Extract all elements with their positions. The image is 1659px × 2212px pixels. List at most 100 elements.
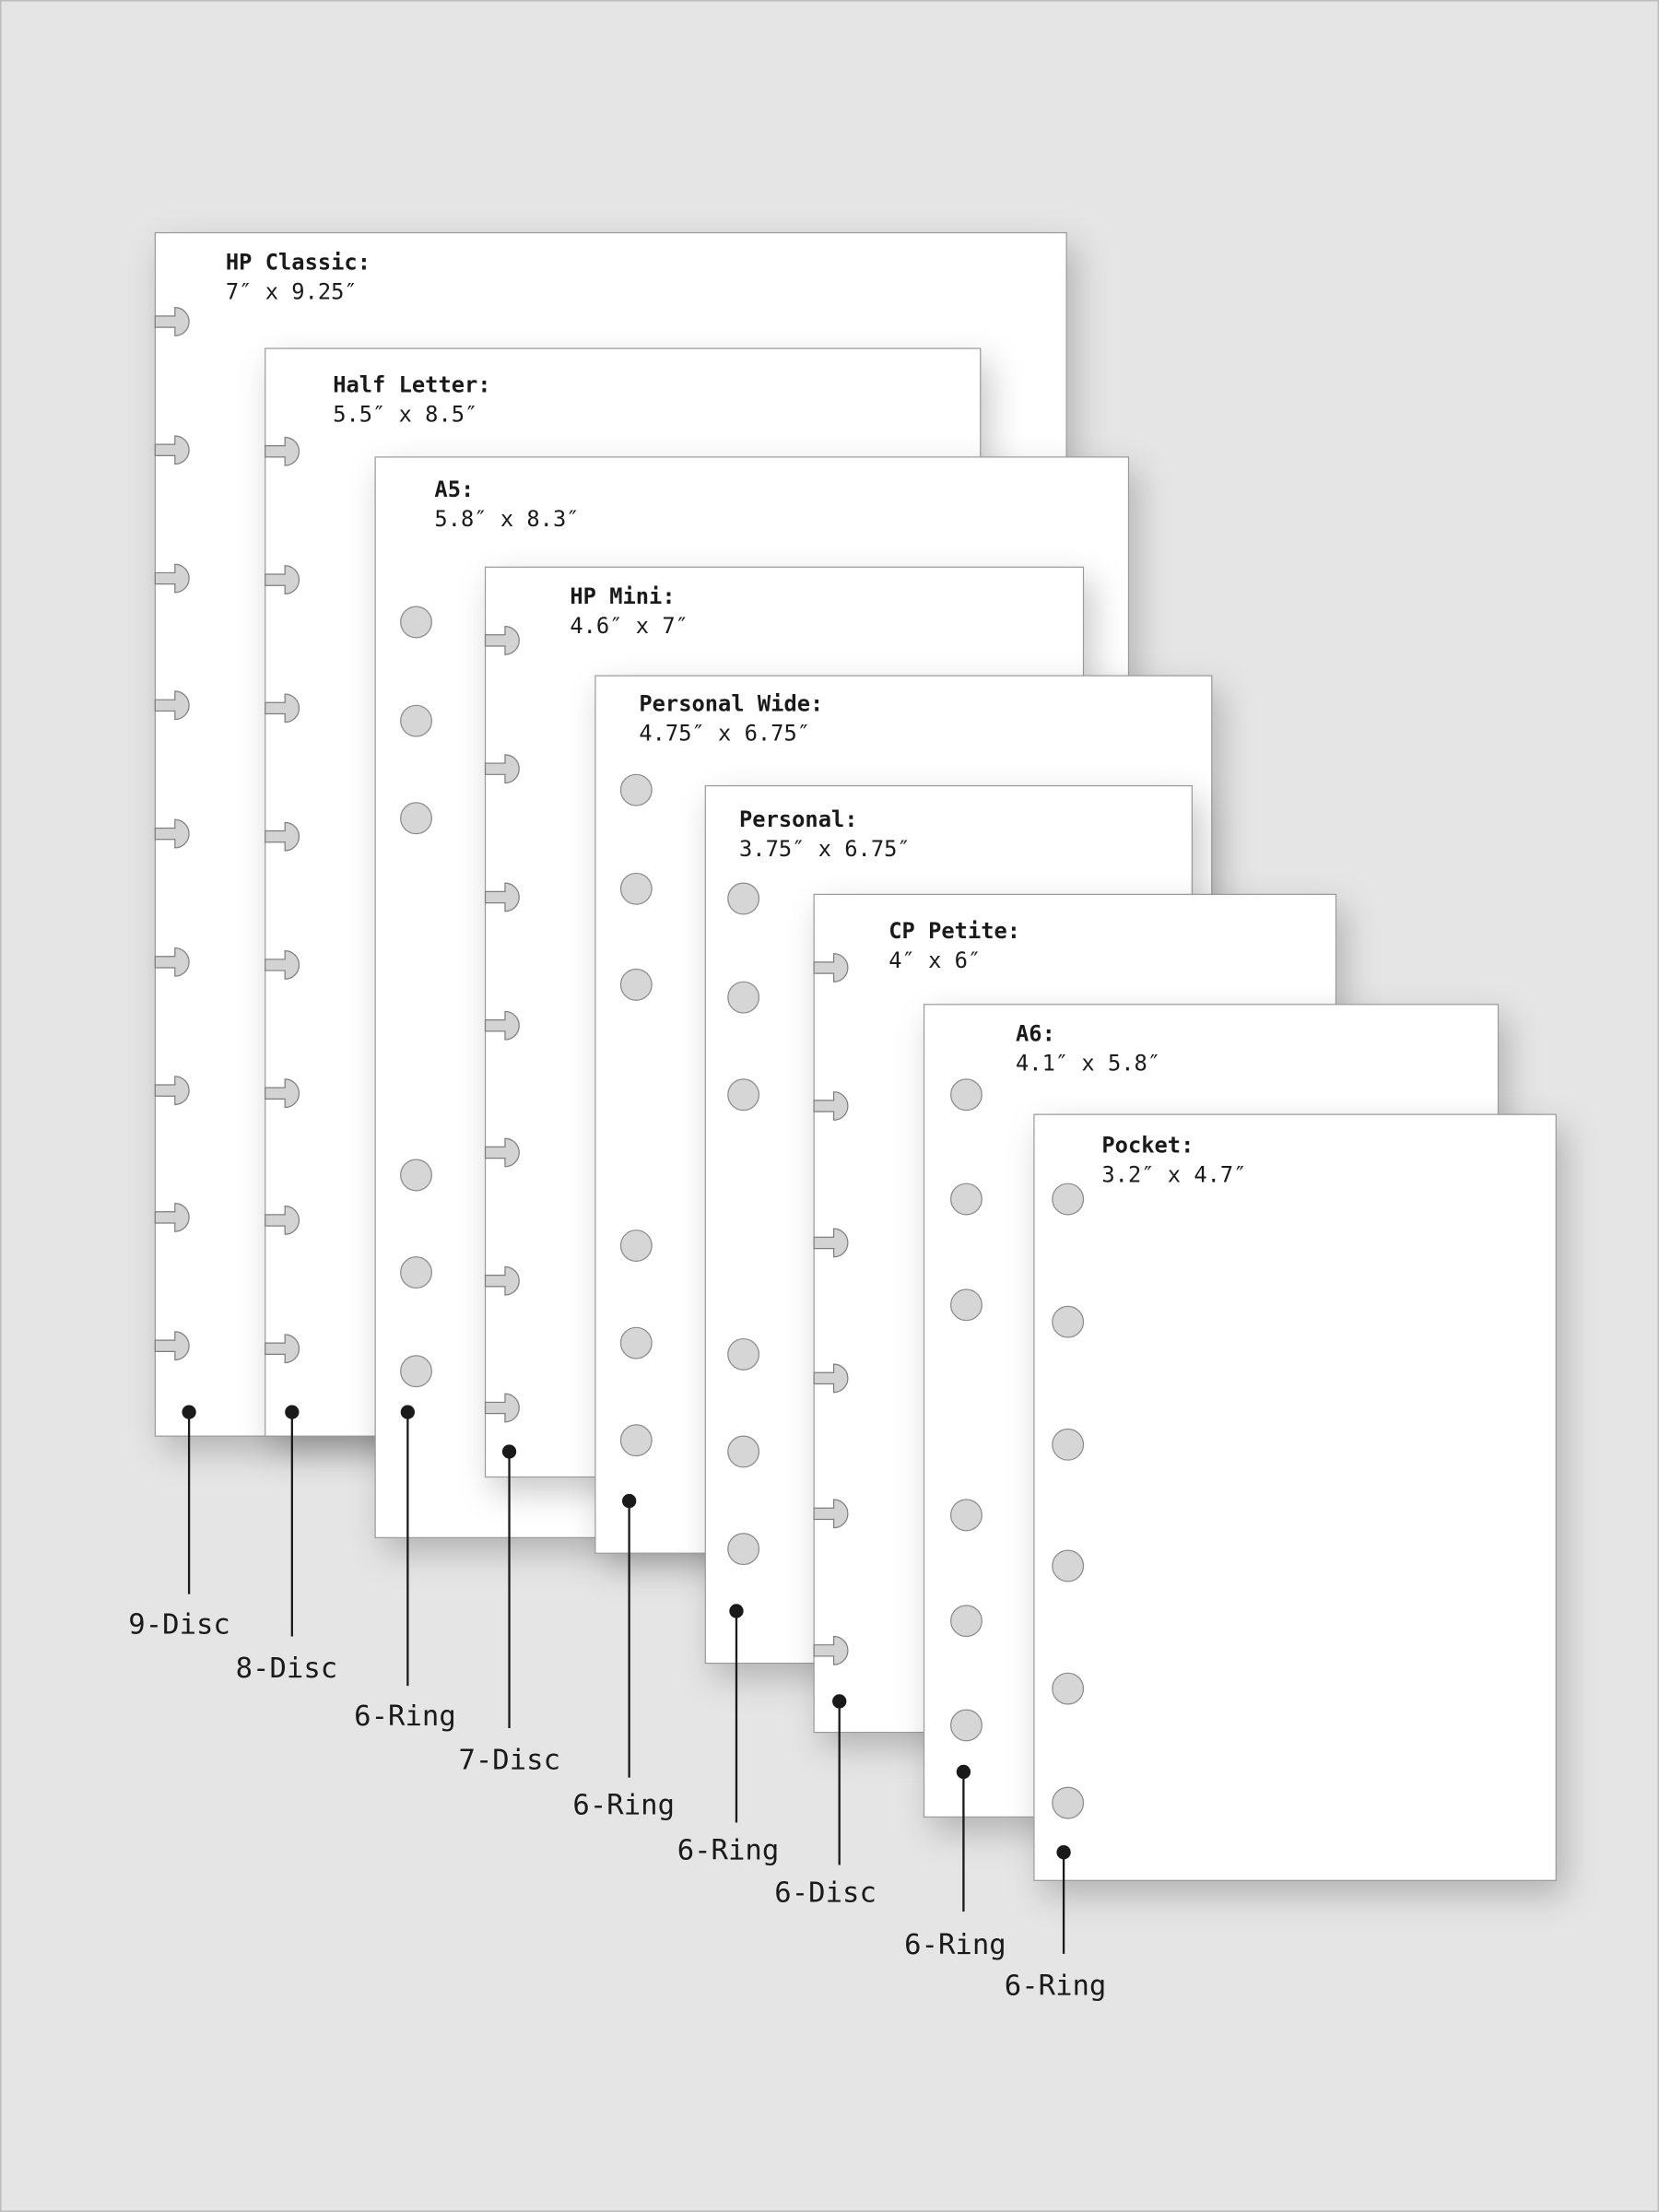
disc-tab (154, 563, 190, 594)
sheet-title: Personal Wide: (639, 690, 823, 716)
ring-hole (1052, 1182, 1085, 1216)
disc-tab (154, 818, 190, 849)
disc-tab (265, 821, 300, 852)
disc-tab (265, 436, 300, 466)
disc-tab (265, 1206, 300, 1235)
binding-label: 9-Disc (128, 1608, 230, 1641)
disc-tab (265, 1078, 300, 1109)
ring-hole (950, 1182, 982, 1216)
binding-label: 7-Disc (458, 1744, 560, 1776)
sheet-title: CP Petite: (888, 918, 1020, 944)
disc-tab (484, 754, 520, 784)
disc-tab (813, 1228, 849, 1258)
sheet-size: 5.5″ x 8.5″ (333, 402, 477, 428)
disc-tab (154, 1076, 190, 1106)
leader-dot (832, 1694, 847, 1709)
ring-hole (950, 1499, 982, 1532)
ring-hole (1052, 1305, 1085, 1338)
sheet-title: HP Classic: (226, 249, 371, 275)
sheet-title: A6: (1016, 1021, 1055, 1047)
ring-hole (1052, 1428, 1085, 1461)
binding-label: 6-Disc (774, 1877, 877, 1909)
binding-label: 8-Disc (236, 1653, 338, 1685)
disc-tab (484, 1137, 520, 1168)
sheet-size: 7″ x 9.25″ (226, 278, 358, 304)
disc-tab (154, 307, 190, 336)
binding-label: 6-Ring (677, 1834, 780, 1866)
disc-tab (265, 565, 300, 595)
sheet-size: 4.6″ x 7″ (570, 613, 688, 639)
disc-tab (813, 1635, 849, 1665)
ring-hole (727, 1078, 760, 1112)
sheet-size: 4.1″ x 5.8″ (1016, 1051, 1160, 1077)
ring-hole (950, 1605, 982, 1638)
binding-label: 6-Ring (904, 1929, 1006, 1961)
sheet-size: 4.75″ x 6.75″ (639, 721, 810, 747)
ring-hole (1052, 1549, 1085, 1583)
ring-hole (400, 1355, 432, 1388)
ring-hole (727, 1337, 760, 1371)
ring-hole (400, 1256, 432, 1289)
sheet-title: Personal: (739, 806, 858, 832)
disc-tab (813, 1499, 849, 1529)
disc-tab (154, 1202, 190, 1232)
ring-hole (619, 1424, 653, 1457)
sheet-title: Half Letter: (333, 372, 490, 398)
leader-dot (400, 1405, 415, 1419)
ring-hole (400, 1159, 432, 1192)
disc-tab (265, 1334, 300, 1364)
sheet-paper (1033, 1113, 1557, 1881)
sheet: Pocket: 3.2″ x 4.7″ 6-Ring (1005, 1113, 1557, 2002)
leader-dot (501, 1444, 517, 1459)
ring-hole (400, 802, 432, 835)
disc-tab (813, 953, 849, 982)
leader-dot (182, 1405, 196, 1419)
disc-tab (484, 1265, 520, 1296)
ring-hole (1052, 1786, 1085, 1819)
disc-tab (154, 1331, 190, 1361)
ring-hole (619, 773, 653, 806)
sheet-size: 4″ x 6″ (888, 947, 981, 973)
disc-tab (154, 690, 190, 721)
disc-tab (484, 1010, 520, 1041)
ring-hole (727, 1533, 760, 1566)
sheet-size: 3.75″ x 6.75″ (739, 836, 911, 862)
ring-hole (619, 1326, 653, 1359)
leader-dot (285, 1405, 300, 1419)
ring-hole (619, 872, 653, 905)
leader-dot (729, 1604, 744, 1618)
leader-dot (956, 1764, 971, 1780)
sheet-size: 5.8″ x 8.3″ (434, 506, 579, 532)
disc-tab (265, 950, 300, 980)
ring-hole (1052, 1672, 1085, 1705)
sheet-title: Pocket: (1101, 1133, 1194, 1159)
sheet-size: 3.2″ x 4.7″ (1101, 1162, 1246, 1188)
ring-hole (727, 1435, 760, 1468)
binding-label: 6-Ring (572, 1789, 675, 1821)
binding-label: 6-Ring (354, 1700, 456, 1733)
disc-tab (813, 1363, 849, 1394)
leader-dot (622, 1493, 637, 1509)
disc-tab (154, 435, 190, 465)
disc-tab (484, 1393, 520, 1423)
ring-hole (950, 1709, 982, 1742)
ring-hole (727, 981, 760, 1014)
disc-tab (813, 1091, 849, 1121)
ring-hole (400, 704, 432, 737)
sheet-title: HP Mini: (570, 583, 675, 609)
ring-hole (727, 882, 760, 915)
leader-dot (1056, 1845, 1071, 1860)
disc-tab (484, 882, 520, 912)
disc-tab (154, 947, 190, 977)
ring-hole (619, 968, 653, 1001)
ring-hole (619, 1230, 653, 1262)
ring-hole (400, 606, 432, 639)
disc-tab (265, 693, 300, 724)
ring-hole (950, 1078, 982, 1112)
disc-tab (484, 625, 520, 655)
binding-label: 6-Ring (1005, 1970, 1107, 2002)
ring-hole (950, 1288, 982, 1322)
sheet-title: A5: (434, 477, 474, 502)
